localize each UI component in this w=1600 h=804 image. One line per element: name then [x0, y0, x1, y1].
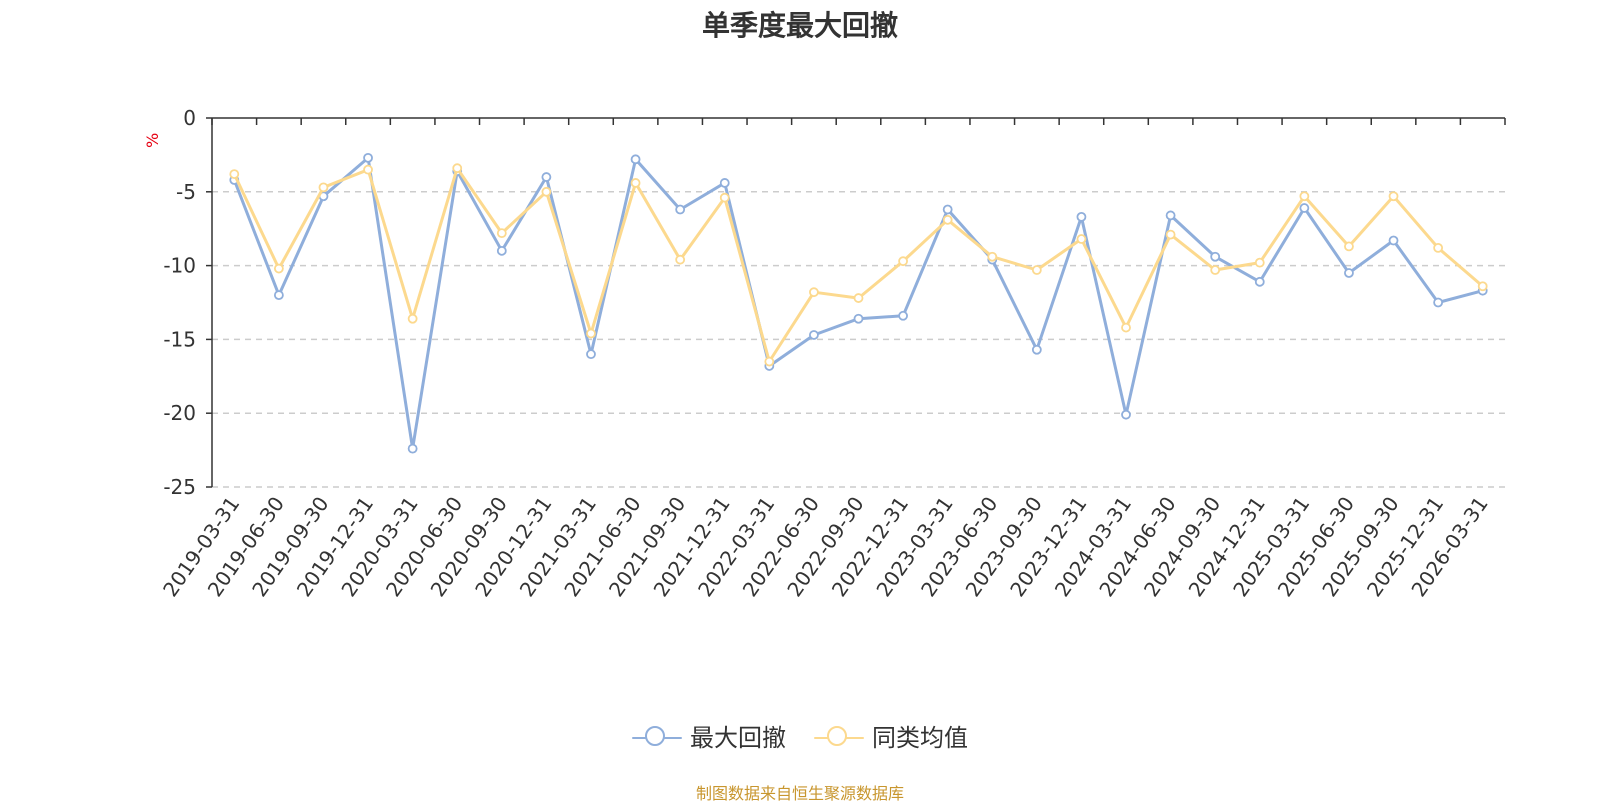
chart-title: 单季度最大回撤	[701, 9, 898, 42]
point-0-19	[1076, 211, 1087, 222]
point-1-13	[809, 287, 819, 298]
point-0-22	[1210, 251, 1221, 262]
point-1-15	[898, 256, 908, 267]
point-1-9	[630, 178, 641, 188]
point-0-13	[809, 330, 819, 340]
legend: 最大回撤 同类均值	[0, 720, 1600, 756]
point-1-25	[1344, 241, 1354, 252]
point-1-28	[1477, 281, 1488, 292]
legend-swatch-drawdown	[632, 723, 682, 753]
point-0-26	[1388, 235, 1399, 246]
point-1-6	[496, 228, 507, 239]
legend-item-drawdown[interactable]: 最大回撤	[632, 720, 786, 756]
line-chart: 0-5-10-15-20-252019-03-312019-06-302019-…	[158, 106, 1506, 601]
point-0-7	[541, 172, 552, 182]
point-1-24	[1299, 191, 1310, 202]
point-1-5	[452, 163, 463, 174]
y-tick-label-4: -20	[163, 401, 196, 425]
point-1-12	[764, 356, 775, 367]
point-0-11	[719, 178, 730, 188]
tick-labels: 0-5-10-15-20-252019-03-312019-06-302019-…	[158, 106, 1493, 601]
point-1-4	[407, 313, 418, 324]
legend-item-peer-average[interactable]: 同类均值	[814, 720, 968, 756]
legend-label-peer-average: 同类均值	[872, 724, 968, 752]
point-0-21	[1165, 210, 1176, 221]
data-source-note: 制图数据来自恒生聚源数据库	[695, 784, 904, 803]
point-1-20	[1121, 322, 1131, 333]
point-1-10	[675, 254, 686, 265]
y-tick-label-2: -10	[163, 254, 196, 278]
point-0-15	[898, 310, 908, 321]
point-1-8	[586, 328, 596, 339]
point-1-27	[1433, 242, 1444, 253]
point-1-17	[987, 251, 998, 262]
point-0-1	[273, 290, 284, 301]
point-1-23	[1254, 257, 1265, 268]
point-0-4	[407, 443, 418, 454]
y-tick-label-5: -25	[163, 475, 196, 499]
point-0-6	[496, 245, 507, 256]
point-0-16	[942, 204, 953, 215]
point-1-0	[229, 169, 240, 179]
point-0-27	[1433, 297, 1444, 308]
point-1-16	[942, 214, 953, 225]
point-0-10	[675, 204, 686, 215]
series-line-0	[232, 156, 1484, 451]
point-1-22	[1210, 265, 1221, 275]
y-tick-label-1: -5	[176, 180, 196, 204]
point-0-3	[363, 152, 373, 163]
series-layer	[229, 152, 1488, 454]
point-1-19	[1076, 234, 1087, 244]
axes	[206, 117, 1506, 488]
point-1-3	[363, 164, 373, 175]
y-tick-label-0: 0	[183, 106, 196, 130]
point-0-8	[586, 349, 596, 360]
point-1-21	[1165, 229, 1176, 240]
point-1-18	[1031, 265, 1042, 275]
y-tick-label-3: -15	[163, 327, 196, 351]
point-1-14	[853, 293, 864, 303]
point-0-18	[1031, 344, 1042, 355]
point-0-25	[1344, 268, 1354, 278]
point-1-11	[719, 192, 730, 203]
grid-lines	[212, 191, 1505, 488]
point-0-23	[1254, 276, 1265, 287]
point-0-14	[853, 313, 864, 324]
legend-label-drawdown: 最大回撤	[690, 724, 786, 752]
point-0-20	[1121, 409, 1131, 420]
point-1-2	[318, 182, 329, 193]
point-0-24	[1299, 203, 1310, 213]
point-1-26	[1388, 191, 1399, 202]
legend-swatch-peer-average	[814, 723, 864, 753]
point-1-7	[541, 186, 552, 197]
point-0-9	[630, 154, 641, 165]
point-1-1	[273, 263, 284, 274]
